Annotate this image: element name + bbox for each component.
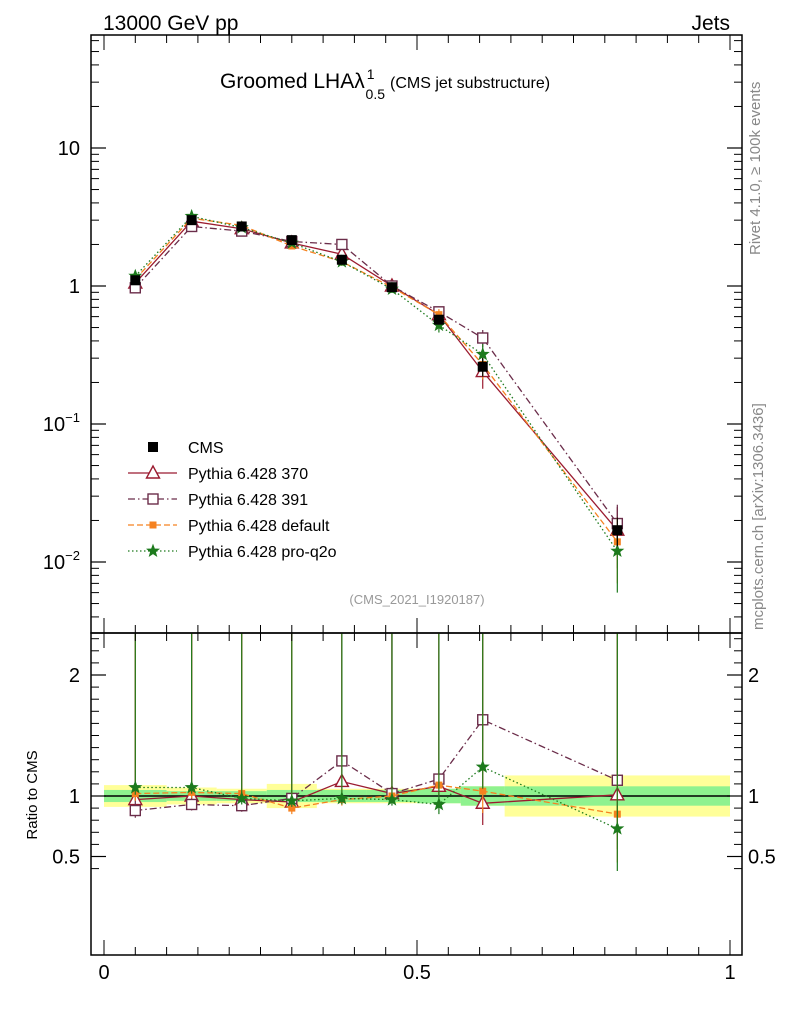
point-cms — [236, 221, 247, 232]
ratio-point-proq2o — [431, 797, 446, 811]
legend-item-p391: Pythia 6.428 391 — [128, 492, 308, 509]
ratio-point-proq2o — [128, 780, 143, 794]
y-tick-label: 1 — [69, 276, 80, 298]
point-p391 — [336, 238, 348, 251]
point-cms — [477, 361, 488, 372]
ratio-point-p391 — [185, 798, 198, 811]
point-cms — [286, 235, 297, 246]
ratio-point-proq2o — [234, 791, 249, 805]
title-note: (CMS jet substructure) — [390, 75, 550, 92]
legend-marker-p370 — [145, 464, 161, 479]
legend-label-p370: Pythia 6.428 370 — [188, 466, 308, 483]
ratio-ylabel: Ratio to CMS — [24, 750, 41, 839]
plot-title: Groomed LHAλ 1 0.5(CMS jet substructure) — [220, 66, 550, 102]
y-tick-label: 10 — [58, 138, 80, 160]
ratio-y-tick-label-right: 2 — [748, 665, 759, 687]
legend-label-p391: Pythia 6.428 391 — [188, 492, 308, 509]
legend-marker-default — [149, 521, 157, 529]
ratio-point-p391 — [129, 804, 142, 817]
title-sub: 0.5 — [366, 86, 386, 102]
point-cms — [386, 282, 397, 293]
point-p391 — [477, 332, 489, 344]
ratio-x-tick-label: 0.5 — [403, 962, 431, 984]
legend-item-default: Pythia 6.428 default — [128, 518, 330, 535]
point-default — [435, 311, 443, 319]
analysis-id: (CMS_2021_I1920187) — [349, 592, 484, 607]
ratio-x-tick-label: 0 — [98, 962, 109, 984]
ratio-point-default — [288, 804, 296, 812]
ratio-point-proq2o — [475, 759, 490, 773]
legend-label-default: Pythia 6.428 default — [188, 518, 330, 535]
header-left: 13000 GeV pp — [103, 12, 238, 35]
line-p370 — [134, 220, 618, 531]
y-tick-label: 10−1 — [43, 410, 80, 436]
ratio-y-tick-label: 0.5 — [52, 847, 80, 869]
point-cms — [130, 275, 141, 286]
ratio-point-proq2o — [334, 791, 349, 805]
header-right: Jets — [691, 12, 730, 35]
y-tick-label: 10−2 — [43, 548, 80, 574]
ratio-point-proq2o — [284, 793, 299, 807]
ratio-line-proq2o — [135, 766, 618, 830]
legend-marker-proq2o — [145, 543, 161, 557]
legend-label-proq2o: Pythia 6.428 pro-q2o — [188, 544, 337, 561]
mcplots-label: mcplots.cern.ch [arXiv:1306.3436] — [750, 403, 767, 630]
point-proq2o — [610, 543, 625, 558]
legend-item-cms: CMS — [148, 440, 224, 457]
point-proq2o — [475, 346, 490, 361]
ratio-panel: 2 2 1 1 0.5 0.5 0 0.5 1 Ratio to CMS — [24, 632, 776, 984]
point-cms — [612, 525, 623, 536]
legend-marker-p391 — [147, 493, 159, 505]
legend-marker-cms — [148, 442, 158, 452]
ratio-point-proq2o — [184, 780, 199, 794]
title-lambda: λ — [354, 70, 365, 93]
ratio-x-tick-label: 1 — [724, 962, 735, 984]
title-sup: 1 — [367, 66, 375, 82]
line-default — [134, 217, 618, 543]
legend-label-cms: CMS — [188, 440, 224, 457]
ratio-point-proq2o — [610, 821, 625, 835]
ratio-y-tick-label: 1 — [69, 786, 80, 808]
ratio-y-tick-label: 2 — [69, 665, 80, 687]
point-cms — [186, 215, 197, 226]
series-proq2o — [128, 208, 625, 593]
point-cms — [336, 254, 347, 265]
ratio-point-default — [479, 787, 487, 795]
legend: CMS Pythia 6.428 370 Pythia 6.428 391 Pythi… — [128, 440, 337, 561]
rivet-label: Rivet 4.1.0, ≥ 100k events — [747, 82, 764, 255]
ratio-point-proq2o — [384, 792, 399, 806]
ratio-series-proq2o — [128, 632, 625, 872]
ratio-series-p370 — [127, 632, 625, 850]
point-cms — [433, 314, 444, 325]
series-cms — [130, 215, 623, 547]
title-main: Groomed LHA — [220, 70, 354, 93]
ratio-y-tick-label-right: 0.5 — [748, 847, 776, 869]
legend-item-p370: Pythia 6.428 370 — [128, 464, 308, 483]
series-p370 — [127, 212, 625, 569]
ratio-y-tick-label-right: 1 — [748, 786, 759, 808]
ratio-series-default — [131, 632, 621, 863]
legend-item-proq2o: Pythia 6.428 pro-q2o — [128, 543, 337, 561]
